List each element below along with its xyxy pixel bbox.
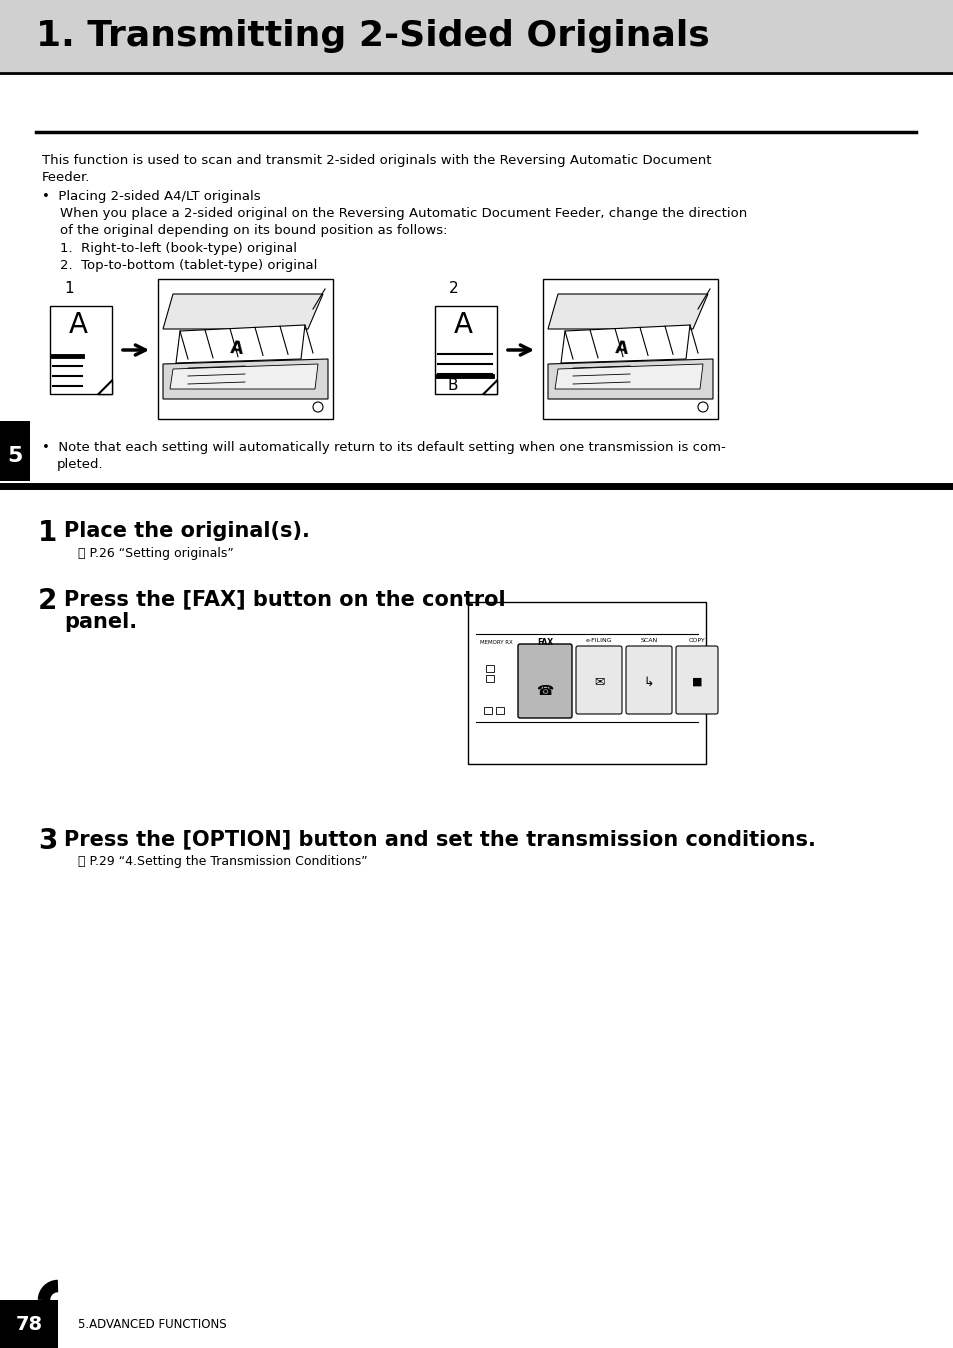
Polygon shape <box>163 294 323 329</box>
Bar <box>0 0 953 71</box>
Text: e-FILING: e-FILING <box>585 638 612 643</box>
Text: ↳: ↳ <box>643 675 654 689</box>
Text: A: A <box>614 338 629 359</box>
Text: B: B <box>447 377 457 394</box>
Text: 2.  Top-to-bottom (tablet-type) original: 2. Top-to-bottom (tablet-type) original <box>60 259 317 272</box>
Circle shape <box>698 402 707 412</box>
Text: ⧉ P.26 “Setting originals”: ⧉ P.26 “Setting originals” <box>70 547 233 559</box>
Text: 3: 3 <box>38 828 57 855</box>
Text: SCAN: SCAN <box>639 638 657 643</box>
Bar <box>468 603 705 764</box>
Text: ☎: ☎ <box>536 683 553 698</box>
Text: Feeder.: Feeder. <box>42 171 91 183</box>
Bar <box>0 1299 58 1348</box>
Text: When you place a 2-sided original on the Reversing Automatic Document Feeder, ch: When you place a 2-sided original on the… <box>60 208 746 220</box>
Polygon shape <box>170 364 317 390</box>
Text: 2: 2 <box>449 280 458 297</box>
Text: pleted.: pleted. <box>57 458 104 470</box>
Text: •  Note that each setting will automatically return to its default setting when : • Note that each setting will automatica… <box>42 441 725 454</box>
Bar <box>542 279 718 419</box>
Polygon shape <box>163 359 328 399</box>
Polygon shape <box>560 325 689 363</box>
Text: 2: 2 <box>38 586 57 615</box>
Bar <box>0 421 30 481</box>
Circle shape <box>313 402 323 412</box>
Polygon shape <box>175 325 305 363</box>
Bar <box>483 706 492 714</box>
Text: ✉: ✉ <box>593 675 603 689</box>
Text: A: A <box>230 338 244 359</box>
Bar <box>485 674 494 682</box>
Text: ⧉ P.29 “4.Setting the Transmission Conditions”: ⧉ P.29 “4.Setting the Transmission Condi… <box>70 855 367 868</box>
Text: 1. Transmitting 2-Sided Originals: 1. Transmitting 2-Sided Originals <box>36 19 709 53</box>
Text: 5: 5 <box>8 446 23 466</box>
Text: This function is used to scan and transmit 2-sided originals with the Reversing : This function is used to scan and transm… <box>42 154 711 167</box>
Text: Press the [OPTION] button and set the transmission conditions.: Press the [OPTION] button and set the tr… <box>64 829 815 849</box>
FancyBboxPatch shape <box>576 646 621 714</box>
Polygon shape <box>555 364 702 390</box>
Text: FAX: FAX <box>537 638 553 647</box>
Polygon shape <box>547 294 707 329</box>
Bar <box>158 279 333 419</box>
Text: 1.  Right-to-left (book-type) original: 1. Right-to-left (book-type) original <box>60 243 296 255</box>
Text: ■: ■ <box>691 677 701 687</box>
FancyBboxPatch shape <box>676 646 718 714</box>
Bar <box>485 665 494 671</box>
Text: Press the [FAX] button on the control
panel.: Press the [FAX] button on the control pa… <box>64 589 505 632</box>
Text: 1: 1 <box>64 280 73 297</box>
Text: •  Placing 2-sided A4/LT originals: • Placing 2-sided A4/LT originals <box>42 190 260 204</box>
FancyBboxPatch shape <box>517 644 572 718</box>
Text: MEMORY RX: MEMORY RX <box>479 640 512 646</box>
Bar <box>50 306 112 394</box>
Bar <box>435 306 497 394</box>
Text: COPY: COPY <box>688 638 704 643</box>
Bar <box>496 706 503 714</box>
FancyBboxPatch shape <box>625 646 671 714</box>
Text: A: A <box>453 311 472 338</box>
Text: 1: 1 <box>38 519 57 547</box>
Text: Place the original(s).: Place the original(s). <box>64 520 310 541</box>
Text: 78: 78 <box>15 1314 43 1333</box>
Text: A: A <box>69 311 88 338</box>
Polygon shape <box>547 359 712 399</box>
Polygon shape <box>98 380 112 394</box>
Polygon shape <box>482 380 497 394</box>
Text: of the original depending on its bound position as follows:: of the original depending on its bound p… <box>60 224 447 237</box>
Text: 5.ADVANCED FUNCTIONS: 5.ADVANCED FUNCTIONS <box>78 1317 227 1330</box>
